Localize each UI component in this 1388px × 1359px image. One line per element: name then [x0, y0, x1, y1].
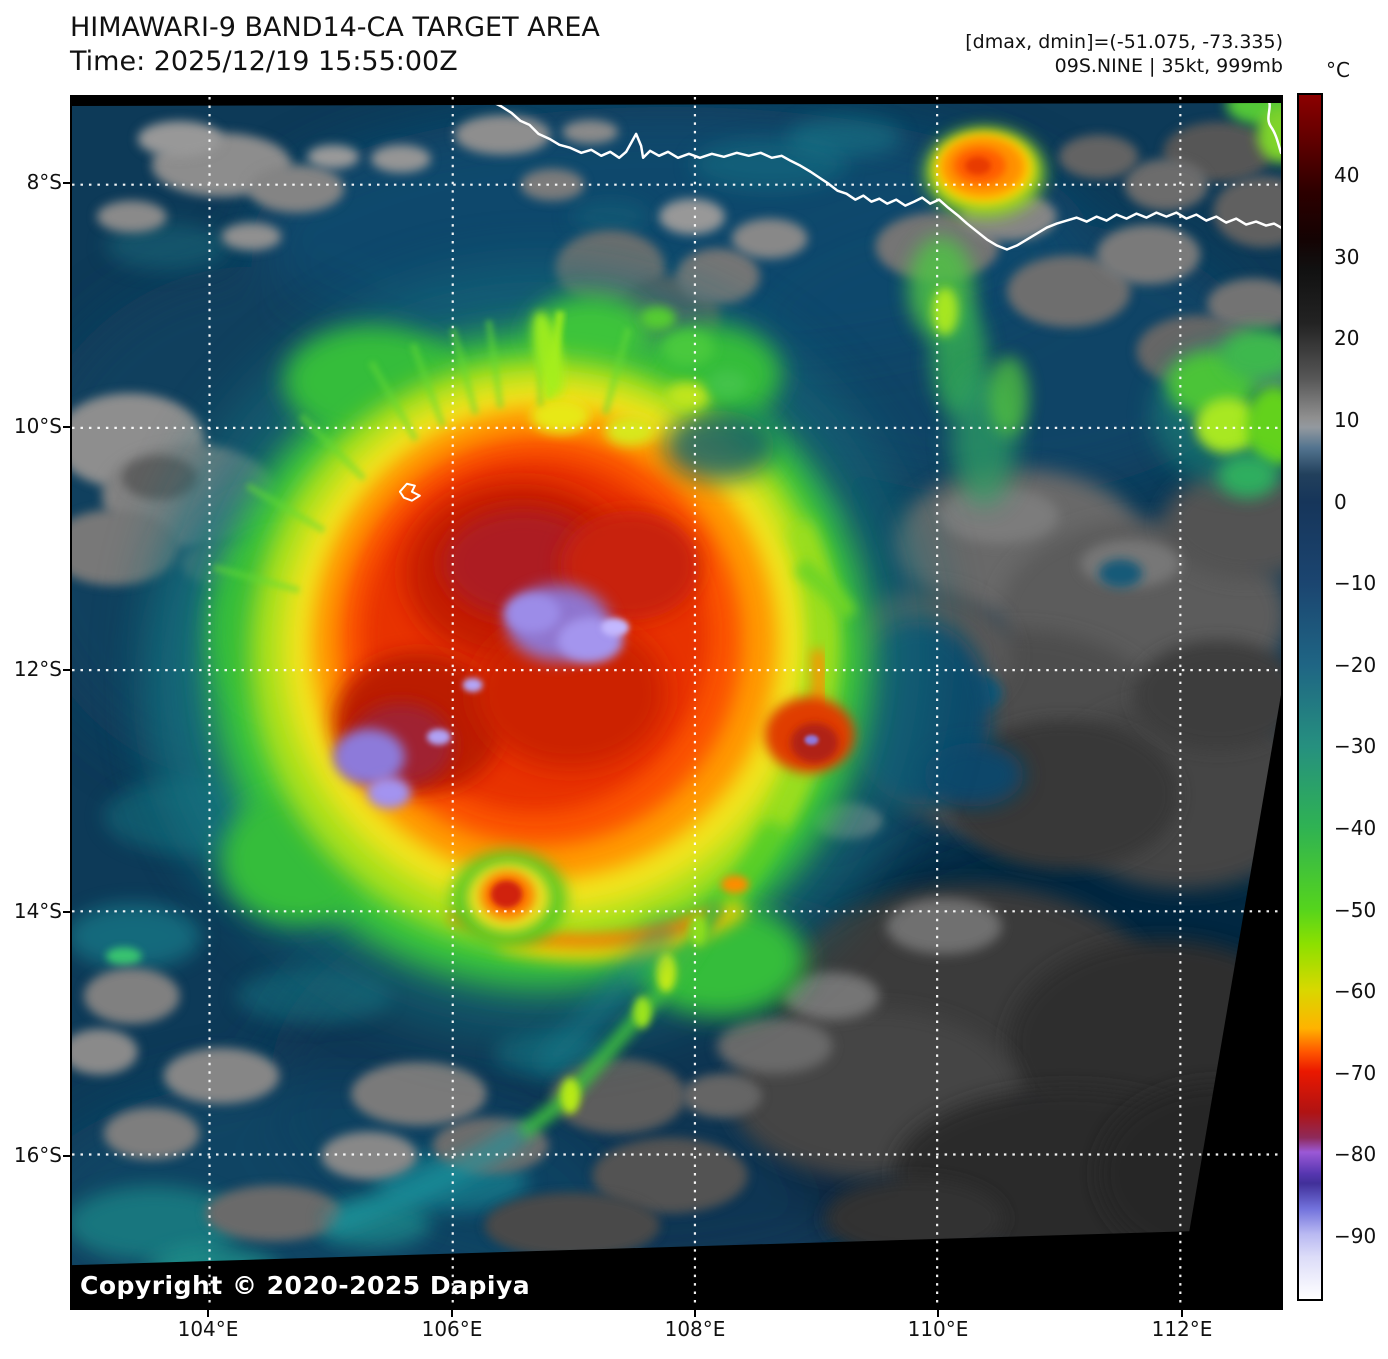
- lat-tick: [63, 182, 70, 184]
- colorbar-tick: −60: [1334, 979, 1377, 1003]
- satellite-image: [72, 97, 1281, 1308]
- no-data-region: [72, 97, 1281, 1308]
- lon-label-110e: 110°E: [907, 1317, 969, 1341]
- copyright-text: Copyright © 2020-2025 Dapiya: [80, 1271, 531, 1300]
- colorbar-tick: −70: [1334, 1061, 1377, 1085]
- lon-label-104e: 104°E: [177, 1317, 239, 1341]
- lon-tick: [937, 1310, 939, 1317]
- lat-label-12s: 12°S: [13, 657, 62, 681]
- lat-tick: [63, 911, 70, 913]
- lon-tick: [207, 1310, 209, 1317]
- corner-coastline: [1265, 97, 1281, 155]
- colorbar-tick: −10: [1334, 571, 1377, 595]
- east-band-and-hook: [712, 519, 858, 918]
- colorbar-tick: 20: [1334, 326, 1360, 350]
- lat-tick: [63, 669, 70, 671]
- lat-label-10s: 10°S: [13, 414, 62, 438]
- page-title: HIMAWARI-9 BAND14-CA TARGET AREA: [70, 12, 600, 43]
- colorbar-tick: −80: [1334, 1142, 1377, 1166]
- lon-tick: [694, 1310, 696, 1317]
- coastline: [398, 97, 1281, 502]
- java-coastline: [487, 98, 1281, 251]
- colorbar-tick: 40: [1334, 163, 1360, 187]
- colorbar-tick: 30: [1334, 245, 1360, 269]
- colorbar-tick: 0: [1334, 490, 1347, 514]
- storm-info: 09S.NINE | 35kt, 999mb: [1054, 55, 1283, 77]
- map-area: Copyright © 2020-2025 Dapiya: [70, 95, 1283, 1310]
- timestamp: Time: 2025/12/19 15:55:00Z: [70, 46, 458, 77]
- lat-label-16s: 16°S: [13, 1143, 62, 1167]
- lat-label-14s: 14°S: [13, 899, 62, 923]
- lon-tick: [451, 1310, 453, 1317]
- lon-label-108e: 108°E: [664, 1317, 726, 1341]
- graticule: [72, 97, 1281, 1308]
- colorbar-unit-label: °C: [1326, 58, 1350, 82]
- meta-block: [dmax, dmin]=(-51.075, -73.335) 09S.NINE…: [965, 30, 1283, 78]
- lat-tick: [63, 426, 70, 428]
- colorbar-tick: −40: [1334, 816, 1377, 840]
- gray-clouds: [72, 114, 1281, 1264]
- lat-tick: [63, 1155, 70, 1157]
- lat-label-8s: 8°S: [26, 170, 62, 194]
- colorbar-tick: −90: [1334, 1224, 1377, 1248]
- lon-label-112e: 112°E: [1151, 1317, 1213, 1341]
- colorbar-tick: 10: [1334, 408, 1360, 432]
- south-rim-and-tail: [322, 851, 748, 1236]
- lon-tick: [1181, 1310, 1183, 1317]
- colorbar-tick: −20: [1334, 653, 1377, 677]
- temperature-colorbar: [1297, 93, 1323, 1301]
- coastal-convection: [908, 97, 1281, 506]
- colorbar-tick: −50: [1334, 898, 1377, 922]
- island-outline: [398, 482, 421, 502]
- lon-label-106e: 106°E: [421, 1317, 483, 1341]
- colorbar-tick: −30: [1334, 734, 1377, 758]
- dmax-dmin-readout: [dmax, dmin]=(-51.075, -73.335): [965, 31, 1283, 53]
- overshooting-tops: [333, 585, 630, 809]
